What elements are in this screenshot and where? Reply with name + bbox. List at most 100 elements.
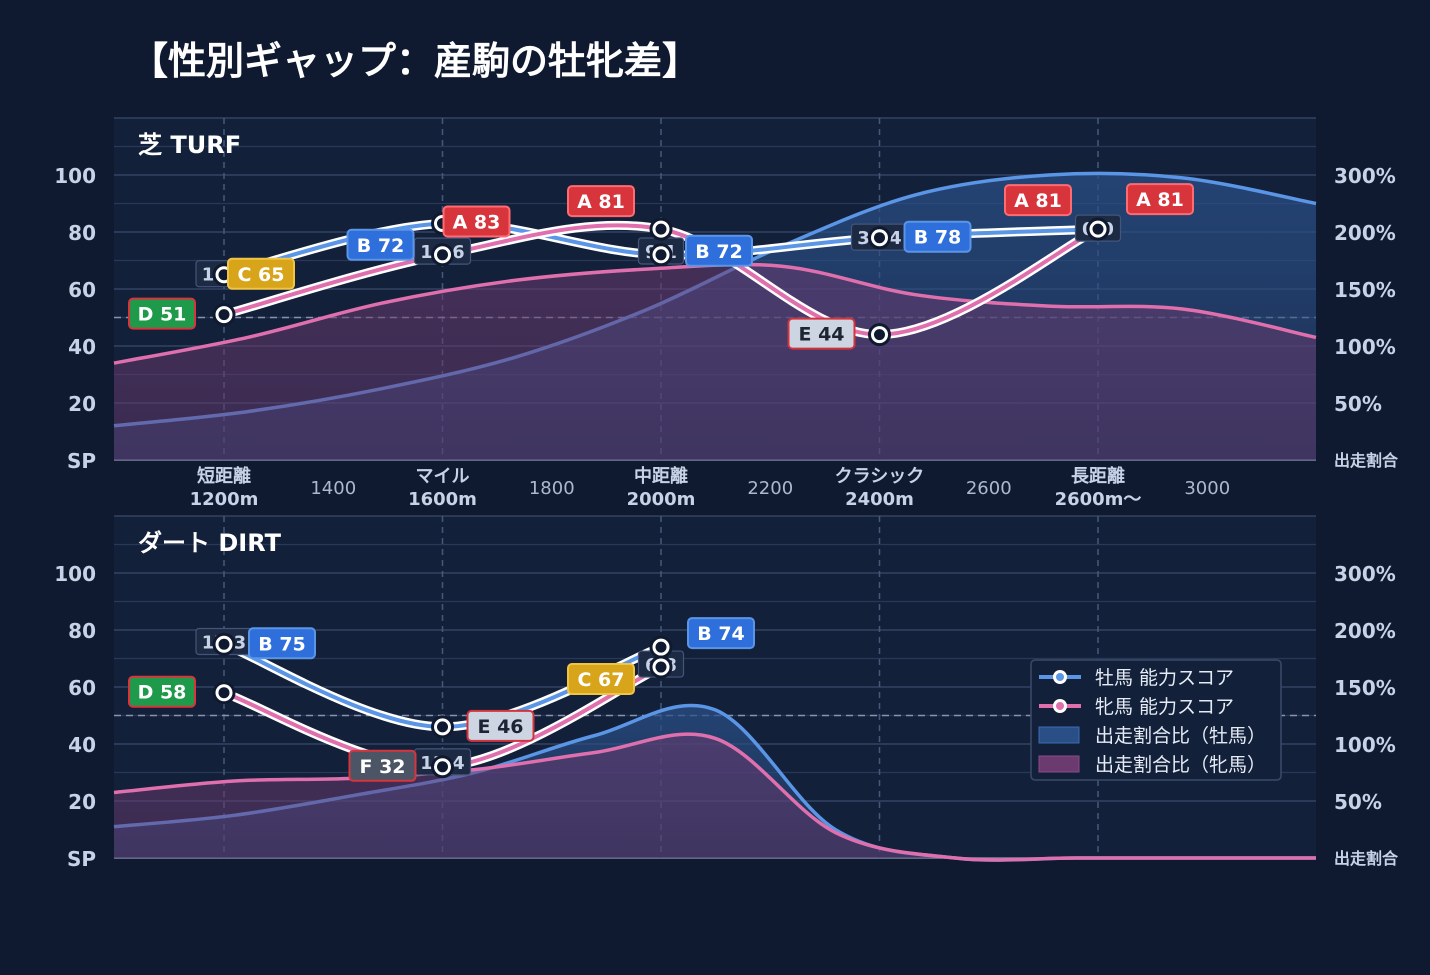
- grade-label-female-text: C 67: [578, 669, 625, 691]
- grade-label-male-bg: [442, 205, 511, 238]
- x-tick-minor: 2200: [747, 478, 793, 499]
- legend-item-label: 出走割合比（牝馬）: [1095, 754, 1266, 776]
- grade-label-male-text: B 72: [695, 241, 743, 263]
- score-point-male-center: [437, 721, 448, 733]
- y2-tick: 50%: [1334, 790, 1382, 814]
- y-tick: SP: [67, 847, 96, 871]
- x-tick-category: 中距離: [634, 465, 688, 487]
- x-tick-category: 短距離: [197, 465, 251, 487]
- panel-dirt: SP 20 40 60 80 100 出走割合 50% 100% 150% 200% 300% ダート …: [54, 515, 1399, 871]
- grade-label-female-bg: [348, 749, 417, 782]
- x-tick-distance: 1200m: [190, 489, 259, 510]
- legend-marker-female-center: [1056, 702, 1064, 710]
- y-tick: 20: [68, 392, 96, 416]
- panel-title: 芝 TURF: [138, 131, 241, 159]
- grade-label-female: E 44: [787, 317, 856, 350]
- x-tick-category: マイル: [416, 466, 470, 487]
- grade-label-male: B 75: [248, 627, 316, 660]
- score-point-male-center: [655, 249, 667, 261]
- grade-label-male-bg: [1126, 183, 1194, 216]
- y2-tick: 200%: [1334, 619, 1396, 643]
- y2-tick: 出走割合: [1334, 849, 1399, 868]
- y2-tick: 150%: [1334, 676, 1396, 700]
- y-tick: 80: [68, 221, 96, 245]
- grade-label-female-bg: [128, 675, 196, 708]
- share-area-female-line: [113, 732, 1316, 862]
- x-tick-distance: 2600m〜: [1055, 489, 1142, 510]
- panel-title: ダート DIRT: [138, 529, 282, 557]
- grade-label-female-bg: [567, 663, 635, 696]
- grade-label-male: B 74: [687, 617, 755, 650]
- grade-label-male-text: A 83: [453, 211, 501, 233]
- chart-title: 【性別ギャップ：産駒の牡牝差】: [130, 39, 701, 83]
- score-point-male-center: [874, 232, 885, 244]
- y2-tick: 150%: [1334, 278, 1396, 302]
- share-area-female: [114, 734, 1316, 860]
- grade-label-male-text: B 74: [697, 623, 745, 645]
- grade-label-female: B 72: [346, 228, 415, 261]
- x-tick-minor: 1400: [310, 478, 356, 499]
- score-point-female-center: [655, 661, 667, 673]
- score-point-female-center: [218, 687, 230, 699]
- grade-label-female-text: F 32: [359, 756, 405, 778]
- y-tick: 20: [68, 790, 96, 814]
- grade-label-male: E 46: [466, 709, 535, 742]
- grade-label-female-text: D 58: [138, 682, 187, 704]
- grade-label-female-bg: [1004, 184, 1072, 217]
- grade-label-female: D 58: [128, 675, 196, 708]
- y-tick: 60: [68, 278, 96, 302]
- score-point-female-center: [655, 223, 667, 235]
- score-point-female-center: [1092, 223, 1104, 235]
- x-tick-distance: 2000m: [627, 489, 696, 510]
- grade-label-male-bg: [685, 234, 753, 267]
- grade-label-female: A 81: [567, 185, 635, 218]
- y-tick: 40: [68, 733, 96, 757]
- x-tick-minor: 1800: [529, 478, 575, 499]
- grade-label-female: F 32: [348, 749, 417, 782]
- legend-marker-male-center: [1056, 673, 1064, 681]
- x-tick-distance: 1600m: [408, 489, 477, 510]
- score-point-female-center: [437, 249, 448, 261]
- x-tick-minor: 3000: [1184, 478, 1230, 499]
- y2-tick: 300%: [1334, 164, 1396, 188]
- grade-label-female: C 67: [567, 663, 635, 696]
- y-tick: 40: [68, 335, 96, 359]
- legend-swatch-share-male: [1038, 726, 1080, 744]
- y-tick: 60: [68, 676, 96, 700]
- score-point-male-center: [218, 269, 230, 281]
- y-tick: SP: [67, 449, 96, 473]
- legend-swatch-share-female: [1038, 755, 1080, 773]
- grade-label-male: A 83: [442, 205, 511, 238]
- y2-tick: 100%: [1334, 335, 1396, 359]
- legend-box: [1030, 659, 1282, 781]
- y2-tick: 50%: [1334, 392, 1382, 416]
- grade-label-male: B 72: [685, 234, 753, 267]
- grade-label-male: B 78: [903, 220, 972, 253]
- grade-label-male-bg: [248, 627, 316, 660]
- grade-label-male-text: E 46: [477, 716, 523, 738]
- grade-label-male-bg: [687, 617, 755, 650]
- panel-turf: SP 20 40 60 80 100 出走割合 50% 100% 150% 200% 300% 芝 TU…: [54, 117, 1399, 510]
- y-tick: 100: [54, 562, 96, 586]
- grade-label-female-text: A 81: [1014, 190, 1062, 212]
- x-tick-minor: 2600: [966, 478, 1012, 499]
- grade-label-male: C 65: [227, 257, 295, 290]
- y2-tick: 100%: [1334, 733, 1396, 757]
- grade-label-male-text: B 78: [914, 227, 962, 249]
- grade-label-male-text: A 81: [1136, 189, 1184, 211]
- grade-label-male-bg: [903, 220, 972, 253]
- legend-item-label: 牡馬 能力スコア: [1095, 667, 1234, 689]
- grade-label-female-bg: [346, 228, 415, 261]
- grade-label-female-bg: [787, 317, 856, 350]
- grade-label-female-bg: [128, 297, 196, 330]
- grade-label-female-text: D 51: [138, 304, 187, 326]
- grade-label-female-bg: [567, 185, 635, 218]
- x-tick-category: クラシック: [835, 466, 925, 487]
- score-point-male-center: [218, 638, 230, 650]
- y2-tick: 200%: [1334, 221, 1396, 245]
- grade-label-female: D 51: [128, 297, 196, 330]
- grade-label-male-text: C 65: [238, 264, 285, 286]
- score-point-female-center: [874, 329, 885, 341]
